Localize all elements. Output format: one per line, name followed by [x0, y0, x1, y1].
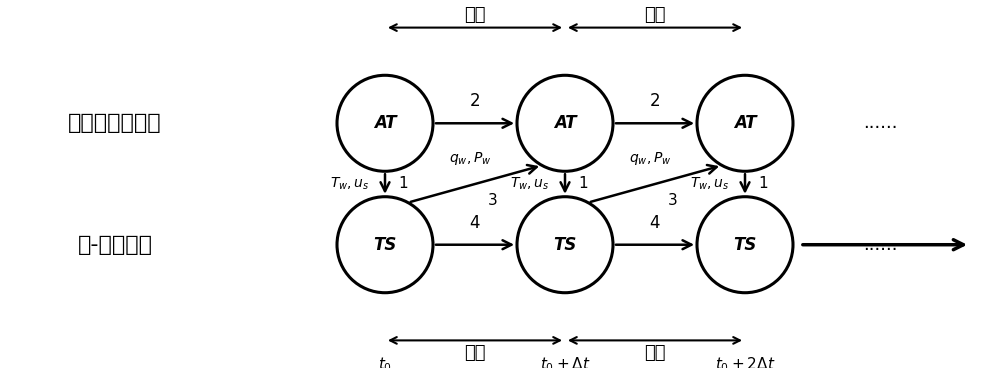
Text: $t_0+2\Delta t$: $t_0+2\Delta t$ — [715, 355, 775, 368]
Text: 4: 4 — [650, 214, 660, 231]
Text: AT: AT — [734, 114, 756, 132]
Text: ......: ...... — [863, 114, 897, 132]
Text: 瞬态: 瞬态 — [644, 6, 666, 24]
Ellipse shape — [337, 75, 433, 171]
Text: 1: 1 — [578, 177, 588, 191]
Text: 瞬态: 瞬态 — [464, 6, 486, 24]
Text: 1: 1 — [398, 177, 408, 191]
Text: TS: TS — [373, 236, 397, 254]
Text: 4: 4 — [470, 214, 480, 231]
Text: $t_0$: $t_0$ — [378, 355, 392, 368]
Ellipse shape — [697, 75, 793, 171]
Text: 3: 3 — [668, 193, 678, 208]
Text: 2: 2 — [650, 92, 660, 110]
Text: $q_w,P_w$: $q_w,P_w$ — [629, 150, 671, 167]
Ellipse shape — [697, 197, 793, 293]
Text: 1: 1 — [758, 177, 768, 191]
Text: 气动热力学分析: 气动热力学分析 — [68, 113, 162, 133]
Text: 2: 2 — [470, 92, 480, 110]
Text: $T_w,u_s$: $T_w,u_s$ — [690, 176, 730, 192]
Text: TS: TS — [733, 236, 757, 254]
Text: ......: ...... — [863, 236, 897, 254]
Text: $T_w,u_s$: $T_w,u_s$ — [510, 176, 550, 192]
Text: 3: 3 — [488, 193, 498, 208]
Text: 瞬态: 瞬态 — [464, 344, 486, 361]
Ellipse shape — [517, 75, 613, 171]
Text: 瞬态: 瞬态 — [644, 344, 666, 361]
Text: $t_0+\Delta t$: $t_0+\Delta t$ — [540, 355, 590, 368]
Text: AT: AT — [374, 114, 396, 132]
Text: AT: AT — [554, 114, 576, 132]
Text: $T_w,u_s$: $T_w,u_s$ — [330, 176, 370, 192]
Ellipse shape — [337, 197, 433, 293]
Text: 热-结构分析: 热-结构分析 — [78, 235, 152, 255]
Ellipse shape — [517, 197, 613, 293]
Text: TS: TS — [553, 236, 577, 254]
Text: $q_w,P_w$: $q_w,P_w$ — [449, 150, 491, 167]
